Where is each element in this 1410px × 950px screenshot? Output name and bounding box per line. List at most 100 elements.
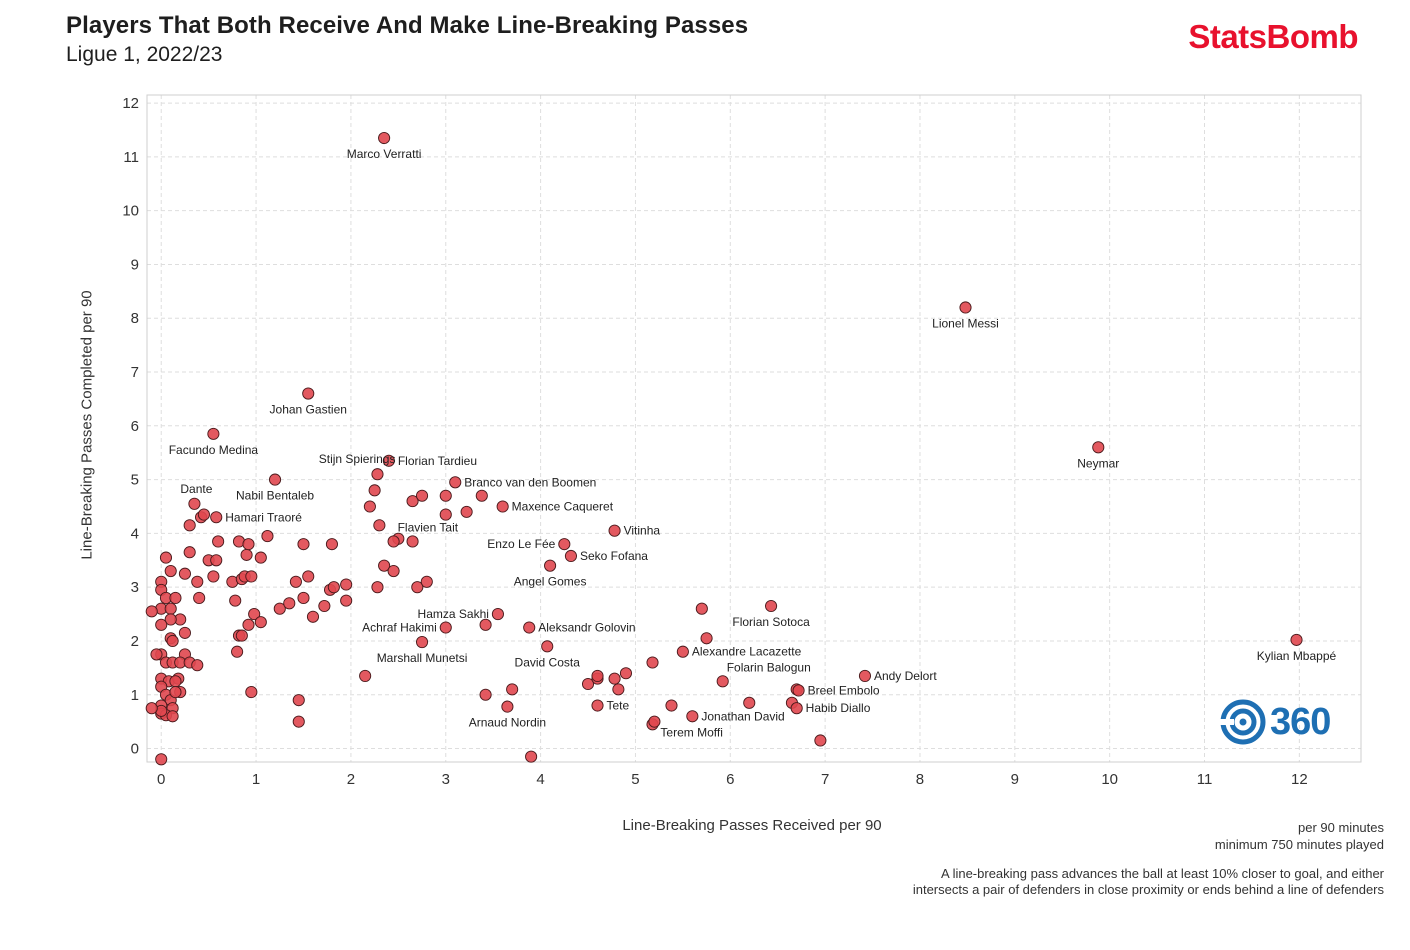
x-tick-label: 2	[347, 771, 355, 788]
x-tick-label: 3	[442, 771, 450, 788]
player-point	[541, 640, 554, 653]
player-point	[178, 567, 191, 580]
player-point	[229, 594, 242, 607]
player-point	[197, 508, 210, 521]
player-label: David Costa	[515, 655, 581, 669]
player-point	[648, 715, 661, 728]
note-definition-2: intersects a pair of defenders in close …	[912, 882, 1384, 897]
player-point	[169, 675, 182, 688]
player-point	[716, 675, 729, 688]
y-tick-label: 11	[123, 149, 139, 166]
player-label: Alexandre Lacazette	[692, 645, 802, 659]
statsbomb-360-badge: 360	[1220, 698, 1331, 746]
player-label: Flavien Tait	[398, 520, 459, 534]
y-tick-label: 2	[131, 633, 139, 650]
player-label: Dante	[180, 482, 212, 496]
player-point	[363, 500, 376, 513]
player-point	[183, 546, 196, 559]
player-label: Angel Gomes	[514, 575, 587, 589]
player-label: Achraf Hakimi	[362, 621, 437, 635]
chart-title: Players That Both Receive And Make Line-…	[66, 12, 749, 39]
player-point	[449, 476, 462, 489]
player-point	[790, 702, 803, 715]
player-point	[558, 538, 571, 551]
player-point	[166, 634, 179, 648]
player-point	[686, 710, 699, 723]
player-label: Enzo Le Fée	[487, 537, 555, 551]
player-point	[387, 535, 400, 548]
player-label: Stijn Spierings	[319, 452, 396, 466]
player-point	[591, 699, 604, 712]
player-point	[207, 570, 220, 583]
player-point	[254, 551, 267, 564]
point-labels: Marco Verratti Lionel Messi Neymar Johan Ga…	[169, 147, 1337, 740]
player-point	[145, 605, 158, 618]
statsbomb-logo: StatsBomb	[1188, 18, 1358, 55]
player-point	[297, 591, 310, 604]
player-label: Breel Embolo	[808, 683, 880, 697]
player-point	[193, 591, 206, 604]
player-point	[564, 549, 578, 563]
player-point	[164, 602, 177, 615]
player-point	[169, 686, 182, 699]
x-tick-label: 7	[821, 771, 829, 788]
player-label: Hamza Sakhi	[418, 607, 489, 621]
player-point	[242, 618, 255, 631]
player-point	[792, 684, 805, 697]
player-point	[231, 645, 244, 658]
y-tick-label: 3	[131, 579, 139, 596]
player-point	[155, 753, 168, 766]
x-axis-label: Line-Breaking Passes Received per 90	[622, 817, 882, 834]
player-point	[164, 564, 177, 578]
player-point	[150, 648, 163, 661]
player-point	[145, 702, 158, 715]
y-tick-label: 9	[131, 256, 139, 273]
x-tick-label: 5	[631, 771, 639, 788]
player-point	[460, 505, 473, 518]
player-point	[581, 677, 595, 691]
player-point	[378, 131, 391, 145]
player-label: Hamari Traoré	[225, 510, 302, 524]
plot-frame	[146, 94, 1362, 763]
player-point	[302, 570, 315, 583]
player-label: Habib Diallo	[806, 701, 871, 715]
player-point	[619, 667, 633, 680]
player-point	[235, 629, 248, 642]
player-label: Lionel Messi	[932, 316, 999, 330]
player-point	[207, 427, 220, 440]
player-point	[368, 484, 381, 497]
player-point	[406, 495, 419, 508]
player-label: Tete	[607, 699, 630, 713]
player-point	[700, 632, 713, 645]
player-point	[289, 575, 302, 588]
y-tick-label: 12	[122, 95, 139, 112]
player-point	[155, 618, 168, 631]
player-point	[292, 694, 305, 707]
player-label: Florian Tardieu	[398, 454, 477, 468]
player-point	[411, 581, 424, 594]
player-point	[415, 635, 429, 649]
x-tick-label: 9	[1011, 771, 1019, 788]
player-label: Marco Verratti	[347, 147, 422, 161]
y-tick-label: 4	[131, 525, 139, 542]
y-tick-label: 7	[131, 364, 139, 381]
player-point	[525, 750, 538, 763]
player-point	[292, 715, 305, 728]
player-point	[491, 608, 504, 621]
player-point	[159, 551, 173, 564]
player-point	[166, 710, 179, 723]
player-point	[523, 621, 536, 634]
player-label: Nabil Bentaleb	[236, 489, 314, 503]
player-label: Terem Moffi	[660, 726, 722, 740]
player-label: Johan Gastien	[270, 403, 347, 417]
player-point	[261, 530, 274, 543]
player-point	[608, 524, 621, 537]
player-point	[340, 578, 353, 591]
player-label: Arnaud Nordin	[469, 716, 546, 730]
player-point	[406, 535, 419, 548]
player-point	[273, 602, 286, 615]
note-minimum-minutes: minimum 750 minutes played	[1214, 837, 1384, 852]
grid-lines	[147, 95, 1361, 762]
player-point	[1092, 441, 1105, 454]
